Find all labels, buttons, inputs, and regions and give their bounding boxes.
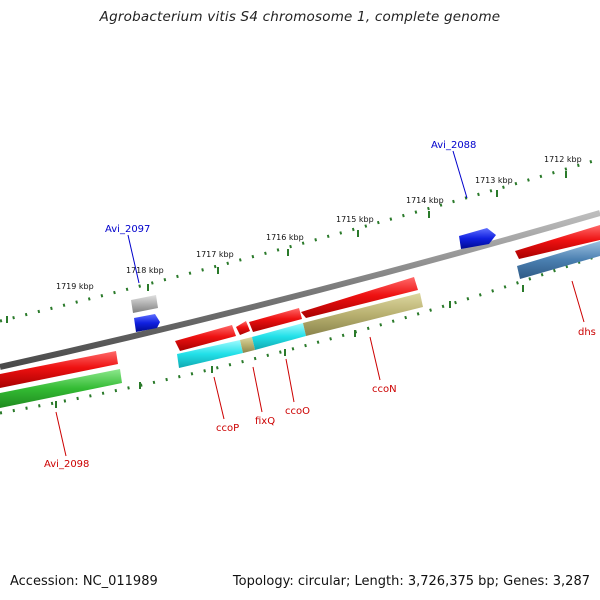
- label-avi-2097: Avi_2097: [105, 224, 150, 235]
- scale-label-1716: 1716 kbp: [266, 233, 304, 242]
- gene-ccoN[interactable]: [301, 277, 418, 318]
- leader-avi-2098: [55, 411, 67, 457]
- scale-label-1713: 1713 kbp: [475, 176, 513, 185]
- map-title: Agrobacterium vitis S4 chromosome 1, com…: [99, 9, 501, 25]
- gene-ccoO[interactable]: [249, 308, 302, 332]
- label-fixQ: fixQ: [255, 416, 275, 427]
- blast-hit-olive-2: [303, 293, 423, 336]
- label-ccoP: ccoP: [216, 423, 239, 434]
- label-ccoN: ccoN: [372, 384, 397, 395]
- gene-dhs[interactable]: [515, 225, 600, 259]
- inner-scale-ring: [0, 253, 600, 415]
- leader-fixQ: [252, 366, 263, 413]
- genome-backbone: [0, 210, 600, 370]
- leader-ccoN: [369, 336, 381, 381]
- leader-ccoP: [213, 376, 225, 420]
- scale-label-1714: 1714 kbp: [406, 196, 444, 205]
- gene-blue-small[interactable]: [134, 314, 160, 332]
- scale-label-1719: 1719 kbp: [56, 282, 94, 291]
- label-avi-2088: Avi_2088: [431, 140, 476, 151]
- leader-avi-2097: [127, 234, 140, 284]
- scale-label-1717: 1717 kbp: [196, 250, 234, 259]
- accession-label: Accession: NC_011989: [10, 574, 158, 589]
- scale-labels: 1712 kbp 1713 kbp 1714 kbp 1715 kbp 1716…: [56, 155, 582, 291]
- label-dhs: dhs: [578, 327, 596, 338]
- leader-avi-2088: [452, 150, 468, 199]
- gene-fixQ[interactable]: [236, 321, 250, 335]
- scale-label-1715: 1715 kbp: [336, 215, 374, 224]
- gene-ccoP[interactable]: [175, 325, 236, 351]
- gene-avi-2088[interactable]: [459, 228, 496, 249]
- blast-hit-steel: [517, 241, 600, 279]
- outer-scale-ring: [0, 157, 600, 323]
- blast-hit-cyan-2: [252, 323, 306, 350]
- blast-hit-cyan-1: [177, 340, 243, 368]
- gene-avi-2097[interactable]: [131, 295, 158, 313]
- blast-hit-green: [0, 369, 122, 408]
- scale-label-1718: 1718 kbp: [126, 266, 164, 275]
- genome-summary: Topology: circular; Length: 3,726,375 bp…: [232, 574, 590, 589]
- scale-label-1712: 1712 kbp: [544, 155, 582, 164]
- leader-dhs: [571, 280, 585, 323]
- blast-hit-olive-1: [240, 337, 255, 353]
- label-ccoO: ccoO: [285, 406, 310, 417]
- leader-ccoO: [285, 358, 295, 403]
- gene-avi-2098[interactable]: [0, 351, 118, 388]
- label-avi-2098: Avi_2098: [44, 459, 89, 470]
